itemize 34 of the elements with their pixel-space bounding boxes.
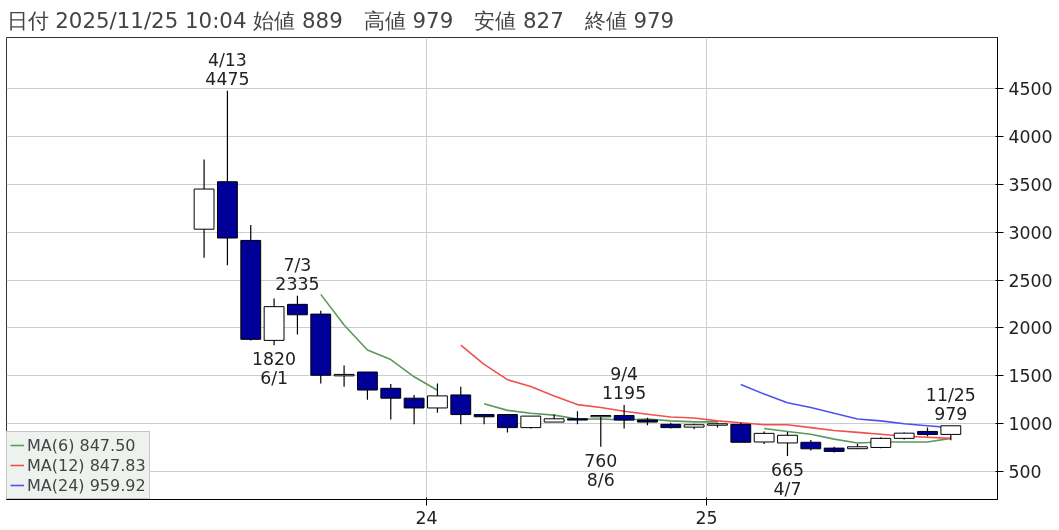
legend-label: MA(6) 847.50	[27, 435, 136, 455]
annotation: 760 8/6	[584, 450, 618, 490]
x-tick-label: 24	[415, 507, 438, 528]
candlestick	[427, 382, 448, 414]
candlestick	[777, 431, 798, 457]
y-tick-label: 2000	[1008, 318, 1053, 339]
candlestick	[403, 394, 425, 425]
annotation: 1820 6/1	[252, 349, 297, 389]
x-tick-label: 25	[695, 507, 718, 528]
y-tick-label: 3000	[1008, 222, 1053, 243]
candlestick	[590, 414, 612, 448]
candlestick	[473, 413, 495, 425]
candlestick	[730, 422, 752, 443]
annotation: 7/3 2335	[275, 254, 320, 294]
y-tick-label: 500	[1008, 462, 1042, 483]
y-tick-label: 1000	[1008, 414, 1053, 435]
y-tick-label: 4500	[1008, 78, 1053, 99]
annotation: 665 4/7	[770, 459, 805, 499]
legend-label: MA(24) 959.92	[27, 475, 146, 495]
annotation: 11/25 979	[925, 384, 976, 424]
candlestick	[357, 371, 378, 401]
y-tick-label: 3500	[1008, 174, 1053, 195]
annotation: 4/13 4475	[205, 49, 250, 89]
candlestick	[333, 364, 355, 388]
y-tick-label: 1500	[1008, 366, 1053, 387]
chart-title: 日付 2025/11/25 10:04 始値 889 高値 979 安値 827 終値 979	[6, 7, 675, 33]
candlestick	[380, 383, 402, 421]
candlestick	[450, 386, 472, 425]
y-tick-label: 2500	[1008, 270, 1053, 291]
legend-label: MA(12) 847.83	[27, 455, 146, 475]
candlestick	[287, 295, 308, 336]
annotation: 9/4 1195	[602, 364, 647, 404]
y-tick-label: 4000	[1008, 126, 1053, 147]
candlestick	[613, 404, 635, 430]
